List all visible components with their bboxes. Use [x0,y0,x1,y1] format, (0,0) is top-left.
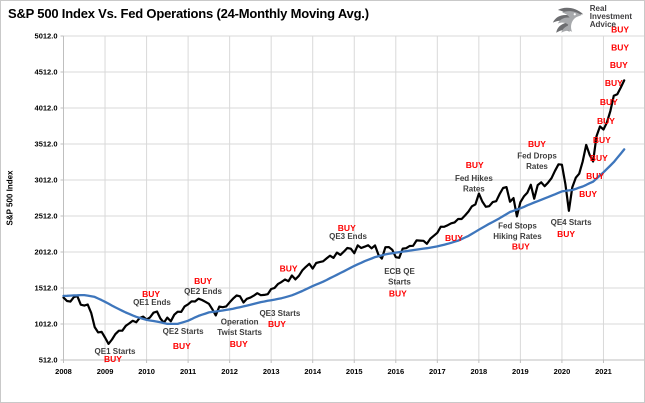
x-tick-label: 2013 [263,367,280,376]
event-annotation: Fed Drops [517,152,557,161]
y-tick-label: 512.0 [39,356,58,365]
y-tick-label: 4512.0 [35,68,58,77]
x-tick-label: 2011 [180,367,196,376]
buy-label: BUY [600,97,618,107]
buy-label: BUY [557,229,575,239]
buy-label: BUY [512,242,530,252]
buy-label: BUY [389,288,407,298]
y-tick-label: 3512.0 [35,140,58,149]
x-tick-label: 2019 [512,367,529,376]
buy-label: BUY [268,319,286,329]
event-annotation: Rates [526,162,548,171]
x-tick-label: 2009 [97,367,114,376]
brand-line-1: Real [589,4,607,13]
buy-label: BUY [586,171,604,181]
x-tick-label: 2016 [387,367,404,376]
event-annotation: Fed Hikes [455,174,493,183]
x-tick-label: 2012 [221,367,238,376]
y-tick-label: 2512.0 [35,212,58,221]
event-annotation: Hiking Rates [493,232,542,241]
event-annotation: QE1 Ends [133,298,171,307]
buy-label: BUY [338,223,356,233]
x-tick-label: 2008 [55,367,72,376]
event-annotation: Twist Starts [217,328,262,337]
event-annotation: ECB QE [384,267,415,276]
x-tick-label: 2017 [429,367,446,376]
moving-average-line [62,148,626,326]
event-annotation: QE3 Ends [329,232,367,241]
x-tick-label: 2014 [304,367,322,376]
buy-label: BUY [528,139,546,149]
buy-label: BUY [104,354,122,364]
buy-label: BUY [605,78,623,88]
brand-line-2: Investment [589,12,632,21]
buy-label: BUY [194,276,212,286]
x-tick-label: 2020 [554,367,571,376]
eagle-icon [552,7,583,33]
event-annotation: Starts [388,278,411,287]
buy-label: BUY [280,263,298,273]
event-annotation: QE2 Ends [184,287,222,296]
y-axis-title: S&P 500 Index [5,170,15,226]
buy-label: BUY [610,60,628,70]
buy-label: BUY [611,24,629,34]
brand-line-3: Advice [589,20,616,29]
y-tick-label: 4012.0 [35,104,58,113]
x-tick-label: 2015 [346,367,363,376]
event-annotation: QE3 Starts [259,309,300,318]
y-tick-label: 3012.0 [35,176,58,185]
event-annotation: Rates [463,184,485,193]
event-annotation: Fed Stops [498,222,537,231]
buy-label: BUY [173,341,191,351]
buy-label: BUY [611,43,629,53]
y-tick-label: 5012.0 [35,32,58,41]
x-tick-label: 2018 [471,367,488,376]
event-annotation: QE1 Starts [95,347,136,356]
buy-label: BUY [597,116,615,126]
buy-label: BUY [593,135,611,145]
brand-name: Real Investment Advice [590,5,632,29]
x-tick-label: 2021 [595,367,612,376]
event-annotation: QE2 Starts [163,327,204,336]
buy-label: BUY [590,153,608,163]
chart-title: S&P 500 Index Vs. Fed Operations (24-Mon… [8,6,369,21]
buy-label: BUY [579,189,597,199]
sp500-line [62,79,626,345]
brand-logo: Real Investment Advice [551,5,632,37]
event-annotation: QE4 Starts [551,218,592,227]
y-tick-label: 1012.0 [35,320,58,329]
buy-label: BUY [445,233,463,243]
event-annotation: Operation [221,317,259,326]
y-tick-label: 1512.0 [35,284,58,293]
buy-label: BUY [142,289,160,299]
y-tick-label: 2012.0 [35,248,58,257]
x-tick-label: 2010 [138,367,155,376]
buy-label: BUY [466,160,484,170]
buy-label: BUY [230,339,248,349]
